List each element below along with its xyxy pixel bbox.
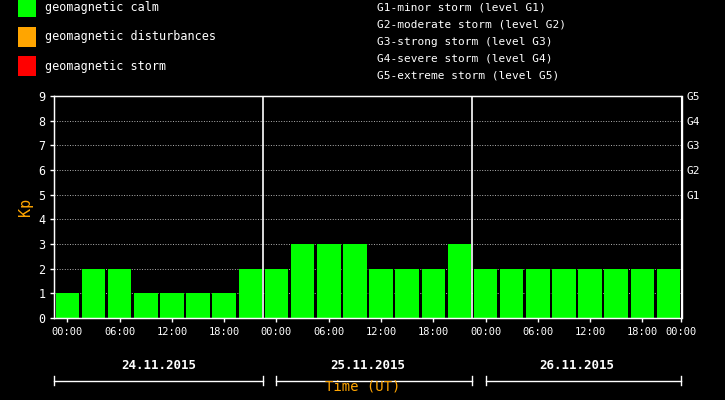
Text: geomagnetic storm: geomagnetic storm xyxy=(45,60,166,73)
Bar xyxy=(18,27,36,47)
Bar xyxy=(657,269,680,318)
Text: G2-moderate storm (level G2): G2-moderate storm (level G2) xyxy=(377,20,566,30)
Text: geomagnetic calm: geomagnetic calm xyxy=(45,1,159,14)
Bar xyxy=(134,293,157,318)
Bar xyxy=(265,269,289,318)
Bar xyxy=(552,269,576,318)
Bar xyxy=(369,269,393,318)
Text: G1-minor storm (level G1): G1-minor storm (level G1) xyxy=(377,3,546,13)
Bar xyxy=(317,244,341,318)
Text: G3-strong storm (level G3): G3-strong storm (level G3) xyxy=(377,37,552,47)
Text: Time (UT): Time (UT) xyxy=(325,380,400,394)
Bar xyxy=(108,269,131,318)
Bar xyxy=(631,269,654,318)
Text: 24.11.2015: 24.11.2015 xyxy=(121,359,196,372)
Text: 25.11.2015: 25.11.2015 xyxy=(331,359,405,372)
Y-axis label: Kp: Kp xyxy=(17,198,33,216)
Bar xyxy=(343,244,367,318)
Bar xyxy=(160,293,183,318)
Text: G5-extreme storm (level G5): G5-extreme storm (level G5) xyxy=(377,71,559,81)
Bar xyxy=(447,244,471,318)
Bar xyxy=(421,269,445,318)
Bar xyxy=(56,293,79,318)
Text: geomagnetic disturbances: geomagnetic disturbances xyxy=(45,30,216,43)
Bar xyxy=(18,56,36,76)
Bar xyxy=(212,293,236,318)
Bar xyxy=(579,269,602,318)
Text: 26.11.2015: 26.11.2015 xyxy=(539,359,615,372)
Bar xyxy=(605,269,628,318)
Bar xyxy=(239,269,262,318)
Bar xyxy=(186,293,210,318)
Bar xyxy=(18,0,36,18)
Bar xyxy=(473,269,497,318)
Bar xyxy=(82,269,105,318)
Text: G4-severe storm (level G4): G4-severe storm (level G4) xyxy=(377,54,552,64)
Bar xyxy=(395,269,419,318)
Bar xyxy=(291,244,315,318)
Bar xyxy=(500,269,523,318)
Bar xyxy=(526,269,550,318)
